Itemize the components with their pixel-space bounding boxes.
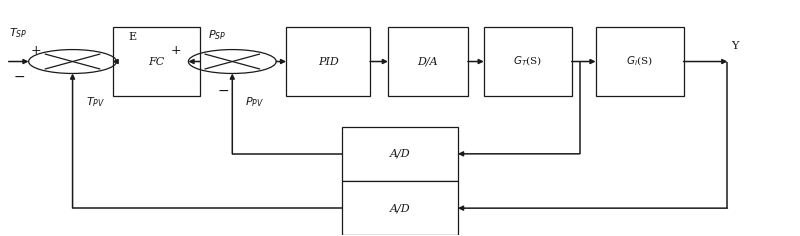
Text: −: − [14,70,25,84]
Text: Y: Y [731,41,738,51]
Text: $P_{SP}$: $P_{SP}$ [208,28,226,42]
FancyBboxPatch shape [388,27,468,96]
Text: +: + [31,44,42,57]
Text: A/D: A/D [390,203,410,213]
FancyBboxPatch shape [596,27,683,96]
Text: $T_{SP}$: $T_{SP}$ [9,26,27,40]
Text: −: − [218,84,230,98]
Text: FC: FC [148,56,165,67]
FancyBboxPatch shape [342,181,458,235]
FancyBboxPatch shape [286,27,370,96]
Text: E: E [129,32,137,42]
Text: $G_T$(S): $G_T$(S) [513,55,542,68]
Text: +: + [170,44,181,57]
Text: $P_{PV}$: $P_{PV}$ [246,95,265,109]
FancyBboxPatch shape [113,27,200,96]
FancyBboxPatch shape [484,27,572,96]
Text: D/A: D/A [418,56,438,67]
Text: PID: PID [318,56,338,67]
Text: $G_i$(S): $G_i$(S) [626,55,653,68]
Text: A/D: A/D [390,149,410,159]
FancyBboxPatch shape [342,127,458,181]
Text: $T_{PV}$: $T_{PV}$ [86,95,105,109]
